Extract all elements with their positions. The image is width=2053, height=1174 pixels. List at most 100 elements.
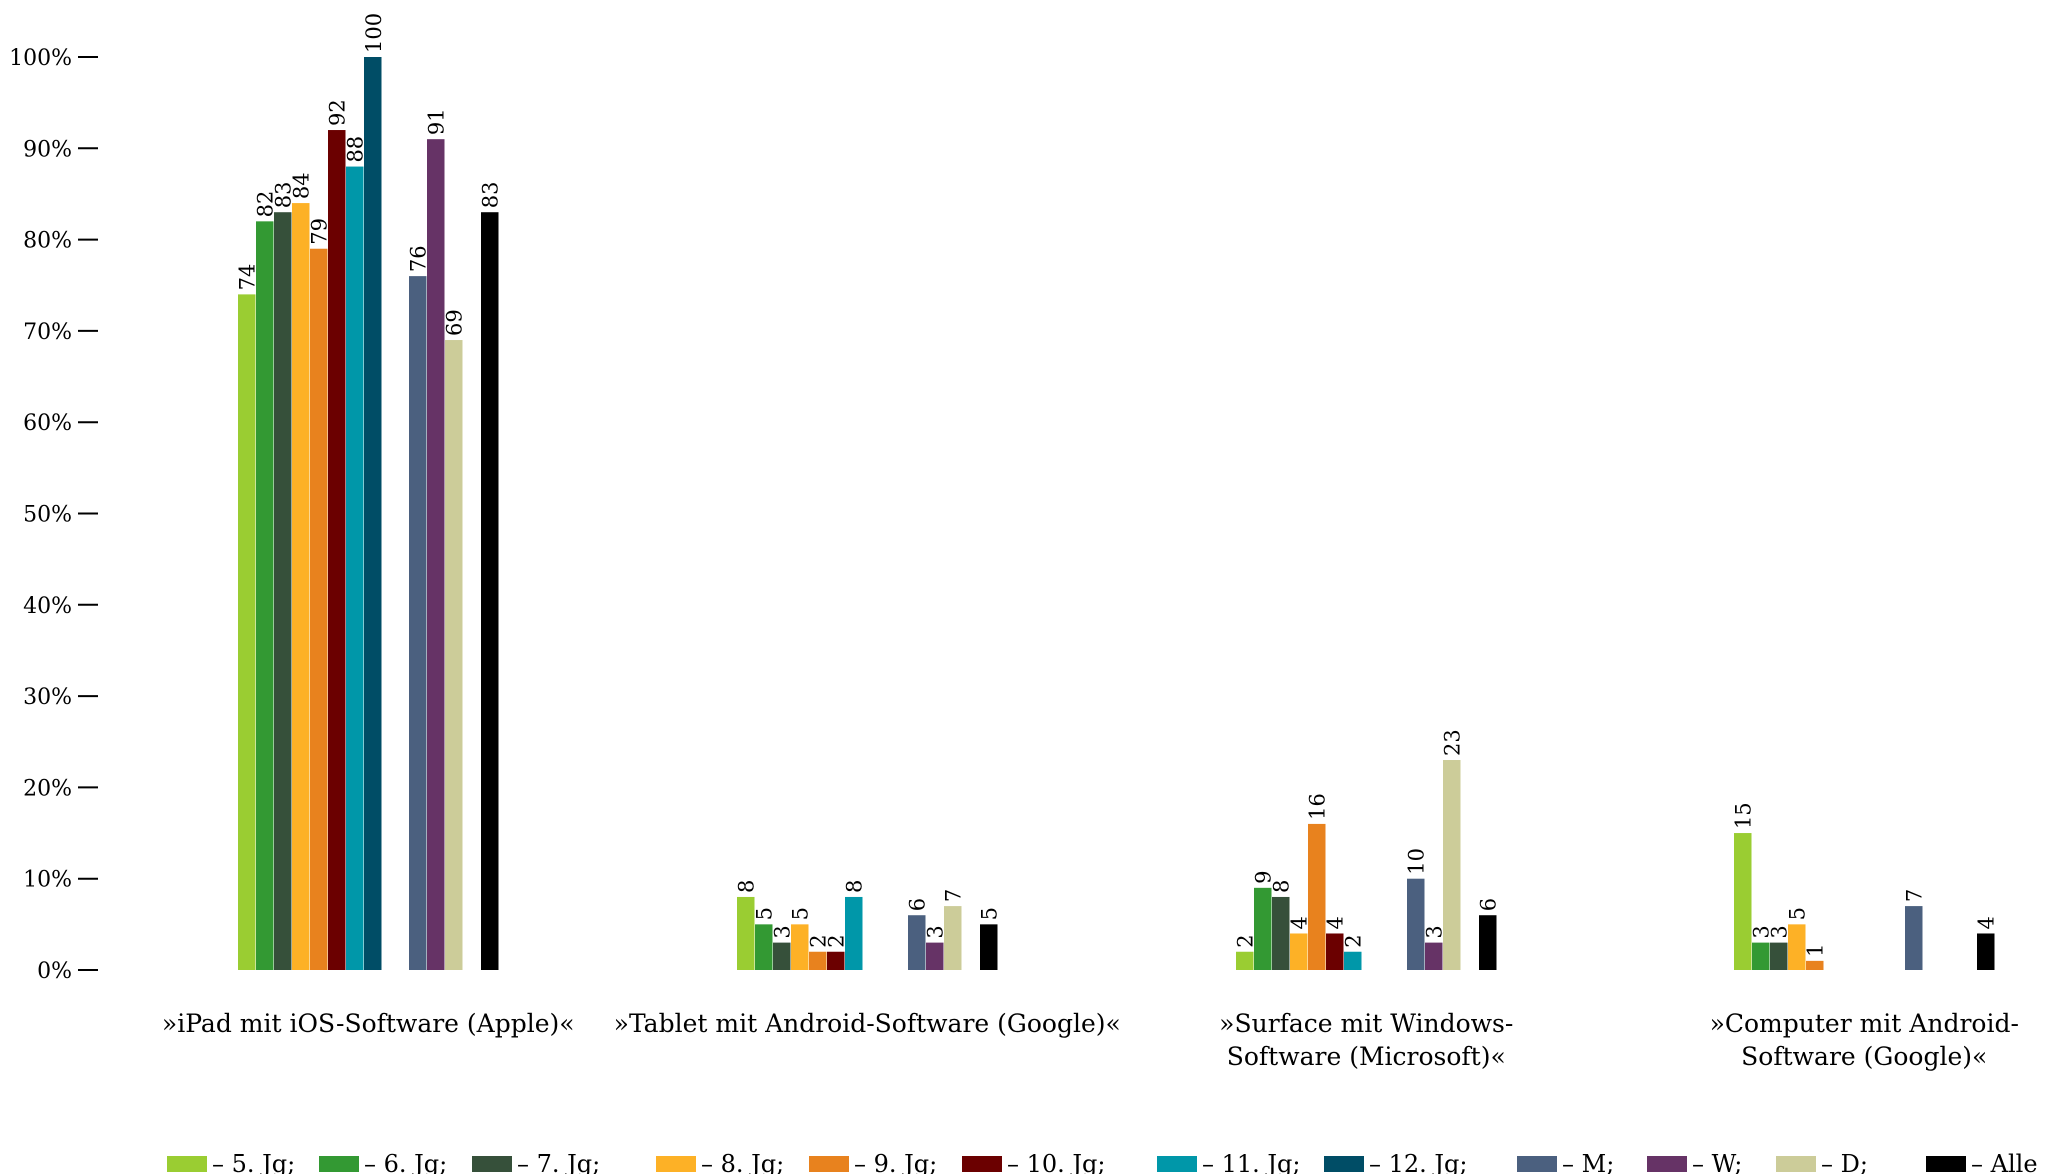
bar bbox=[427, 139, 445, 971]
bar-value-label: 15 bbox=[1732, 802, 1756, 829]
legend-swatch bbox=[167, 1156, 207, 1172]
category-label: »Surface mit Windows- bbox=[1219, 1009, 1513, 1038]
bar-value-label: 76 bbox=[407, 245, 431, 272]
y-tick-label: 10% bbox=[23, 868, 72, 893]
bar-value-label: 3 bbox=[924, 925, 948, 938]
bar-value-label: 83 bbox=[272, 181, 296, 208]
bar-value-label: 92 bbox=[326, 99, 350, 126]
bar bbox=[1425, 942, 1443, 970]
legend-label: – 9. Jg; bbox=[854, 1150, 937, 1174]
bar bbox=[809, 951, 827, 970]
bar-value-label: 4 bbox=[1324, 916, 1348, 929]
legend-label: – 12. Jg; bbox=[1369, 1150, 1468, 1174]
bar bbox=[274, 212, 292, 970]
y-tick-label: 0% bbox=[37, 959, 72, 984]
bar-value-label: 5 bbox=[1786, 907, 1810, 920]
bar-value-label: 4 bbox=[1288, 916, 1312, 929]
bar bbox=[256, 221, 274, 971]
category-label: Software (Google)« bbox=[1741, 1042, 1987, 1071]
legend-label: – 5. Jg; bbox=[212, 1150, 295, 1174]
y-tick-label: 70% bbox=[23, 320, 72, 345]
y-axis: 0% 10% 20% 30% 40% 50% 60% 70% 80% 90% 100% bbox=[9, 46, 98, 984]
bar bbox=[1272, 896, 1290, 970]
bar bbox=[791, 924, 809, 970]
legend-swatch bbox=[1157, 1156, 1197, 1172]
bar-value-label: 8 bbox=[843, 880, 867, 893]
y-tick-label: 90% bbox=[23, 137, 72, 162]
y-tick-label: 60% bbox=[23, 411, 72, 436]
bar-value-label: 10 bbox=[1405, 848, 1429, 875]
bar-value-label: 2 bbox=[1234, 934, 1258, 947]
bar-value-label: 88 bbox=[344, 136, 368, 163]
bar-value-label: 5 bbox=[753, 907, 777, 920]
category-labels: »iPad mit iOS-Software (Apple)« »Tablet m… bbox=[162, 1009, 2019, 1071]
legend-swatch bbox=[1647, 1156, 1687, 1172]
legend-swatch bbox=[319, 1156, 359, 1172]
bar bbox=[409, 276, 427, 970]
bar bbox=[1290, 933, 1308, 970]
legend-swatch bbox=[656, 1156, 696, 1172]
bar-value-label: 7 bbox=[1903, 889, 1927, 902]
bar-value-label: 2 bbox=[825, 934, 849, 947]
legend-swatch bbox=[1517, 1156, 1557, 1172]
bar-value-label: 3 bbox=[1750, 925, 1774, 938]
legend-swatch bbox=[809, 1156, 849, 1172]
bar bbox=[1788, 924, 1806, 970]
bar-value-label: 5 bbox=[789, 907, 813, 920]
bar-value-label: 6 bbox=[906, 898, 930, 911]
legend-label: – 10. Jg; bbox=[1007, 1150, 1106, 1174]
bar-value-label: 8 bbox=[1270, 880, 1294, 893]
bar-value-label: 74 bbox=[236, 264, 260, 291]
y-tick-label: 100% bbox=[9, 46, 72, 71]
category-label: »Tablet mit Android-Software (Google)« bbox=[614, 1009, 1121, 1038]
legend-label: – D; bbox=[1821, 1150, 1868, 1174]
legend-label: – 6. Jg; bbox=[364, 1150, 447, 1174]
bar bbox=[1752, 942, 1770, 970]
bar-value-label: 3 bbox=[1423, 925, 1447, 938]
bar-value-label: 3 bbox=[771, 925, 795, 938]
bar-value-label: 100 bbox=[362, 13, 386, 53]
legend-swatch bbox=[472, 1156, 512, 1172]
bar bbox=[827, 951, 845, 970]
bar bbox=[1443, 760, 1461, 970]
bar-value-label: 4 bbox=[1975, 916, 1999, 929]
bar bbox=[1407, 878, 1425, 970]
legend-swatch bbox=[1926, 1156, 1966, 1172]
bars: 7482838479928810076916983853522863752984… bbox=[236, 13, 1999, 971]
category-label: »iPad mit iOS-Software (Apple)« bbox=[162, 1009, 575, 1038]
bar-value-label: 91 bbox=[425, 108, 449, 135]
legend-label: – 11. Jg; bbox=[1202, 1150, 1301, 1174]
bar-value-label: 3 bbox=[1768, 925, 1792, 938]
bar bbox=[1236, 951, 1254, 970]
bar-value-label: 9 bbox=[1252, 870, 1276, 883]
legend-swatch bbox=[1324, 1156, 1364, 1172]
bar bbox=[1770, 942, 1788, 970]
bar bbox=[481, 212, 499, 970]
bar bbox=[1326, 933, 1344, 970]
bar-value-label: 82 bbox=[254, 191, 278, 218]
bar bbox=[773, 942, 791, 970]
bar bbox=[1977, 933, 1995, 970]
bar bbox=[1308, 823, 1326, 970]
category-label: »Computer mit Android- bbox=[1710, 1009, 2019, 1038]
bar-value-label: 83 bbox=[479, 181, 503, 208]
bar-value-label: 8 bbox=[735, 880, 759, 893]
bar bbox=[238, 294, 256, 970]
y-tick-label: 80% bbox=[23, 229, 72, 254]
bar-value-label: 16 bbox=[1306, 793, 1330, 820]
bar-value-label: 2 bbox=[807, 934, 831, 947]
bar bbox=[1344, 951, 1362, 970]
bar bbox=[755, 924, 773, 970]
bar-value-label: 79 bbox=[308, 218, 332, 245]
bar bbox=[445, 340, 463, 970]
legend-label: – 7. Jg; bbox=[517, 1150, 600, 1174]
bar bbox=[364, 57, 382, 970]
bar-value-label: 69 bbox=[443, 309, 467, 336]
bar bbox=[1479, 915, 1497, 970]
bar-value-label: 84 bbox=[290, 172, 314, 199]
bar-value-label: 5 bbox=[978, 907, 1002, 920]
legend-label: – Alle bbox=[1971, 1150, 2038, 1174]
bar-value-label: 23 bbox=[1441, 729, 1465, 756]
bar bbox=[1905, 906, 1923, 970]
